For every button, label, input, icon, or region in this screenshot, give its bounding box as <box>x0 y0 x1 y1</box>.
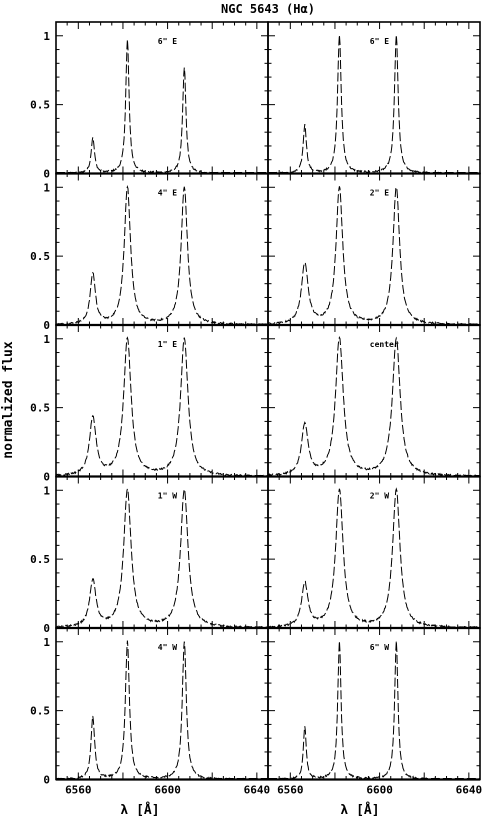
x-axis-label-left: λ [Å] <box>120 802 159 818</box>
spectrum-line <box>267 335 481 477</box>
spectrum-line <box>268 487 480 629</box>
figure-title: NGC 5643 (Hα) <box>221 2 315 16</box>
x-axis-label-right: λ [Å] <box>340 802 379 818</box>
panel-label: 2" E <box>370 189 389 198</box>
spectrum-line <box>55 184 268 325</box>
panel: 2" E <box>267 172 481 327</box>
panel-label: 1" W <box>158 492 177 501</box>
x-tick-label: 6600 <box>366 784 393 797</box>
x-tick-label: 6640 <box>244 784 271 797</box>
panel-label: 6" E <box>370 37 389 46</box>
spectrum-line <box>268 640 480 780</box>
panel: center <box>267 324 481 478</box>
panel-label: 4" W <box>158 643 177 652</box>
spectrum-line <box>267 185 480 325</box>
x-tick-label: 6600 <box>154 784 181 797</box>
y-tick-label: 0 <box>43 622 50 635</box>
spectrum-line <box>56 640 268 780</box>
y-tick-label: 0.5 <box>30 705 50 718</box>
panel: 0 0.5 1 6" E <box>30 21 269 181</box>
spectrum-line <box>56 39 268 174</box>
panel-label: 6" E <box>158 37 177 46</box>
y-tick-label: 1 <box>43 181 50 194</box>
y-tick-label: 0 <box>43 168 50 181</box>
y-tick-label: 0.5 <box>30 402 50 415</box>
panel: 2" W <box>267 475 481 630</box>
x-tick-label: 6640 <box>456 784 483 797</box>
y-tick-label: 0.5 <box>30 250 50 263</box>
y-axis-label: normalized flux <box>1 341 16 459</box>
panel-label: 6" W <box>370 643 389 652</box>
panel-label: 4" E <box>158 189 177 198</box>
y-tick-label: 1 <box>43 30 50 43</box>
y-tick-label: 1 <box>43 333 50 346</box>
panel: 6" E <box>267 21 481 175</box>
y-tick-label: 1 <box>43 484 50 497</box>
panel: 0 0.5 1 6560 6600 6640 4" W <box>30 627 271 797</box>
x-tick-label: 6560 <box>65 784 92 797</box>
spectrum-line <box>55 336 268 477</box>
panel: 0 0.5 1 4" E <box>30 172 269 332</box>
panel: 6560 6600 6640 6" W <box>267 627 483 797</box>
panel: 0 0.5 1 1" E <box>30 324 269 484</box>
y-tick-label: 0.5 <box>30 553 50 566</box>
spectrum-line <box>56 487 268 628</box>
panel-grid: 0 0.5 1 6" E 6" E 0 0.5 1 4" E 2" E 0 0.5 1 1" E cente… <box>30 21 483 797</box>
spectrum-line <box>268 34 480 174</box>
y-tick-label: 0.5 <box>30 99 50 112</box>
panel: 0 0.5 1 1" W <box>30 475 269 635</box>
x-tick-label: 6560 <box>277 784 304 797</box>
y-tick-label: 0 <box>43 471 50 484</box>
y-tick-label: 0 <box>43 774 50 787</box>
panel-label: center <box>370 340 399 349</box>
y-tick-label: 1 <box>43 636 50 649</box>
panel-label: 2" W <box>370 492 389 501</box>
panel-label: 1" E <box>158 340 177 349</box>
y-tick-label: 0 <box>43 319 50 332</box>
